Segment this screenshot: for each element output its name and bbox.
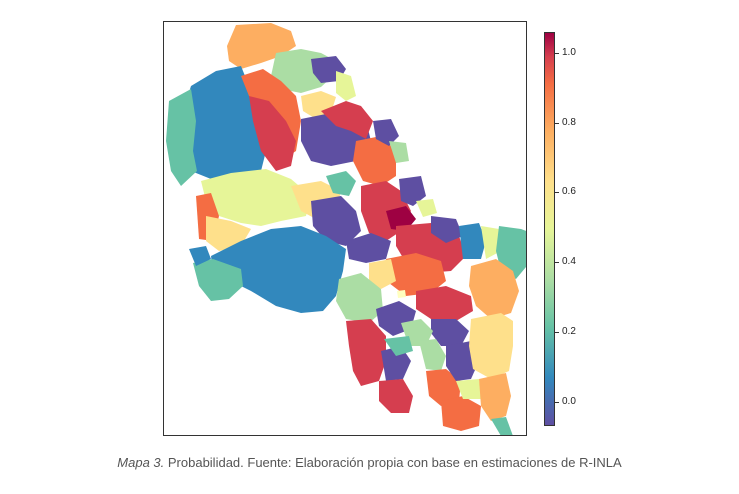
region-north-red: [249, 96, 296, 171]
region-south-orange2: [441, 396, 481, 431]
region-mid-yellow: [201, 169, 311, 226]
colorbar-tick: [555, 192, 559, 194]
region-center-purple4: [431, 216, 463, 243]
region-mid-purple: [311, 196, 361, 246]
region-west-blue-small: [189, 246, 211, 266]
region-mid-lightyellow2: [416, 199, 437, 217]
region-center-white: [397, 290, 406, 298]
colorbar-tick: [555, 52, 559, 54]
colorbar-tick-label: 0.4: [562, 256, 576, 268]
colorbar-tick-label: 0.6: [562, 186, 576, 198]
region-center-teal: [459, 223, 486, 259]
region-mid-darkred: [386, 206, 416, 231]
region-center-lightgreen2: [336, 273, 383, 323]
region-south-red: [379, 379, 413, 413]
region-northwest-blue: [183, 66, 266, 179]
caption-label: Mapa 3.: [117, 455, 165, 470]
colorbar-tick-label: 0.8: [562, 116, 576, 128]
region-south-orange: [426, 369, 461, 406]
colorbar-tick-label: 1.0: [562, 46, 576, 58]
colorbar-tick-label: 0.2: [562, 325, 576, 337]
region-center-orange1: [353, 136, 396, 186]
region-east-orange: [469, 259, 519, 319]
region-west-teal2: [193, 259, 243, 301]
region-east-yellow: [469, 313, 513, 379]
region-southeast-orange: [479, 373, 511, 421]
region-center-purple3: [346, 233, 391, 263]
colorbar-tick: [555, 401, 559, 403]
region-center-purple6: [431, 319, 469, 346]
region-south-red-west: [346, 319, 386, 386]
region-south-tip-teal: [491, 417, 513, 435]
region-west-blue-large: [211, 226, 346, 313]
region-mid-purple2: [399, 176, 426, 206]
colorbar-tick: [555, 331, 559, 333]
choropleth-map: [166, 23, 526, 435]
region-south-teal: [384, 336, 413, 356]
figure-caption: Mapa 3. Probabilidad. Fuente: Elaboració…: [0, 455, 739, 470]
region-west-teal: [166, 89, 197, 186]
colorbar-tick: [555, 122, 559, 124]
region-center-orange2: [386, 253, 446, 296]
map-frame: [163, 21, 527, 436]
region-center-yellow2: [369, 259, 396, 289]
region-south-purple: [381, 346, 411, 381]
region-north-orange: [227, 23, 296, 69]
region-center-red1: [321, 101, 373, 139]
colorbar-tick-label: 0.0: [562, 395, 576, 407]
region-mid-teal: [326, 171, 356, 196]
caption-text: Probabilidad. Fuente: Elaboración propia…: [164, 455, 622, 470]
region-south-lightgreen: [419, 339, 446, 371]
region-north-yellowgreen: [336, 71, 356, 101]
region-south-lightyellow: [456, 379, 481, 399]
colorbar-tick: [555, 262, 559, 264]
region-center-lightgreen: [389, 141, 409, 163]
map-regions: [166, 23, 526, 435]
region-center-yellow: [481, 226, 501, 259]
region-center-purple2: [373, 119, 399, 146]
region-center-red3: [416, 286, 473, 321]
colorbar: [544, 32, 555, 426]
